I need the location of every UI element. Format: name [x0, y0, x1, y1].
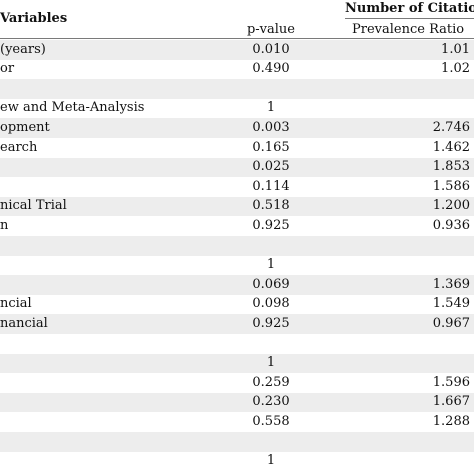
row-p-value: 0.925 [252, 315, 290, 331]
row-band [0, 79, 474, 99]
row-p-value: 0.010 [252, 41, 290, 57]
row-label: nical Trial [0, 198, 67, 214]
row-band [0, 118, 474, 138]
row-label: ew and Meta-Analysis [0, 100, 145, 116]
row-band [0, 196, 474, 217]
header-number-of-citations: Number of Citatio [345, 1, 474, 16]
row-p-value: 0.490 [252, 61, 290, 77]
row-prevalence-ratio: 1.462 [432, 139, 470, 155]
row-p-value: 0.558 [252, 413, 290, 429]
row-band [0, 157, 474, 178]
header-p-value: p-value [246, 22, 296, 37]
row-label: opment [0, 119, 50, 135]
row-prevalence-ratio: 1.667 [432, 394, 470, 410]
row-label: or [0, 61, 15, 77]
row-band [0, 40, 474, 60]
row-p-value: 1 [266, 355, 276, 371]
row-prevalence-ratio: 1.288 [432, 413, 470, 429]
row-band [0, 432, 474, 452]
row-prevalence-ratio: 1.549 [432, 296, 470, 312]
row-label: ncial [0, 296, 32, 312]
row-label: nancial [0, 315, 48, 331]
row-prevalence-ratio: 1.01 [441, 41, 470, 57]
row-label: earch [0, 139, 38, 155]
row-label: n [0, 217, 9, 233]
row-band [0, 353, 474, 374]
row-band [0, 392, 474, 413]
row-band [0, 236, 474, 256]
row-band [0, 275, 474, 295]
row-p-value: 0.003 [252, 119, 290, 135]
row-p-value: 1 [266, 453, 276, 469]
row-p-value: 0.925 [252, 217, 290, 233]
header-underline [345, 18, 474, 19]
row-prevalence-ratio: 1.200 [432, 198, 470, 214]
row-p-value: 1 [266, 100, 276, 116]
row-prevalence-ratio: 0.967 [432, 315, 470, 331]
row-prevalence-ratio: 1.02 [441, 61, 470, 77]
row-prevalence-ratio: 2.746 [432, 119, 470, 135]
header-bottom-rule [0, 38, 474, 39]
row-p-value: 0.114 [252, 178, 290, 194]
row-prevalence-ratio: 1.369 [432, 276, 470, 292]
row-p-value: 1 [266, 257, 276, 273]
row-p-value: 0.098 [252, 296, 290, 312]
row-prevalence-ratio: 1.586 [432, 178, 470, 194]
row-p-value: 0.230 [252, 394, 290, 410]
header-prevalence-ratio: Prevalence Ratio [352, 22, 465, 37]
row-p-value: 0.259 [252, 374, 290, 390]
row-p-value: 0.165 [252, 139, 290, 155]
row-prevalence-ratio: 1.853 [432, 159, 470, 175]
row-p-value: 0.069 [252, 276, 290, 292]
row-p-value: 0.518 [252, 198, 290, 214]
row-band [0, 314, 474, 334]
row-label: (years) [0, 41, 46, 57]
header-variables: Variables [0, 11, 68, 26]
row-p-value: 0.025 [252, 159, 290, 175]
row-prevalence-ratio: 1.596 [432, 374, 470, 390]
row-prevalence-ratio: 0.936 [432, 217, 470, 233]
